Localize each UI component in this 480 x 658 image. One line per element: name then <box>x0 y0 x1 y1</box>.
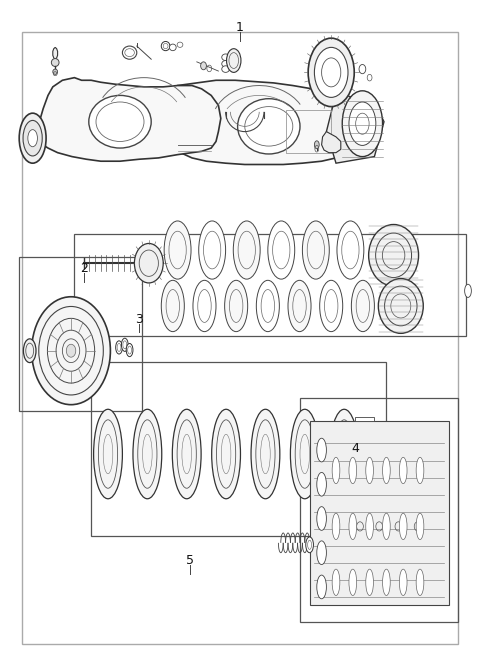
Ellipse shape <box>306 537 313 553</box>
Ellipse shape <box>332 569 340 595</box>
Ellipse shape <box>314 141 319 149</box>
Ellipse shape <box>416 457 424 484</box>
Bar <box>300 398 458 622</box>
Ellipse shape <box>19 113 46 163</box>
Ellipse shape <box>201 62 206 70</box>
Bar <box>286 110 331 153</box>
Ellipse shape <box>332 457 340 484</box>
Ellipse shape <box>199 221 226 279</box>
Ellipse shape <box>349 569 357 595</box>
Ellipse shape <box>337 221 364 279</box>
Ellipse shape <box>222 54 229 61</box>
Ellipse shape <box>256 280 279 332</box>
Ellipse shape <box>161 41 170 51</box>
Ellipse shape <box>317 541 326 565</box>
Ellipse shape <box>308 38 354 107</box>
Polygon shape <box>326 93 384 163</box>
Ellipse shape <box>416 569 424 595</box>
Ellipse shape <box>222 66 229 72</box>
Ellipse shape <box>126 343 133 357</box>
Ellipse shape <box>32 297 110 405</box>
Ellipse shape <box>317 438 326 462</box>
Ellipse shape <box>359 64 366 74</box>
Text: 5: 5 <box>186 554 193 567</box>
Ellipse shape <box>366 569 373 595</box>
Bar <box>91 362 386 536</box>
Ellipse shape <box>416 513 424 540</box>
Ellipse shape <box>378 278 423 334</box>
Bar <box>355 417 374 421</box>
Polygon shape <box>34 78 221 161</box>
Ellipse shape <box>320 280 343 332</box>
Ellipse shape <box>28 130 37 147</box>
Ellipse shape <box>227 49 241 72</box>
Ellipse shape <box>193 280 216 332</box>
Ellipse shape <box>89 95 151 148</box>
Ellipse shape <box>169 44 176 51</box>
Ellipse shape <box>330 409 359 499</box>
Ellipse shape <box>212 409 240 499</box>
Ellipse shape <box>172 409 201 499</box>
Ellipse shape <box>383 513 390 540</box>
Ellipse shape <box>268 221 295 279</box>
Ellipse shape <box>251 409 280 499</box>
Ellipse shape <box>288 280 311 332</box>
Ellipse shape <box>366 513 373 540</box>
Ellipse shape <box>349 102 376 145</box>
Ellipse shape <box>399 569 407 595</box>
Ellipse shape <box>383 457 390 484</box>
Ellipse shape <box>383 569 390 595</box>
Ellipse shape <box>161 280 184 332</box>
Ellipse shape <box>399 513 407 540</box>
Ellipse shape <box>233 221 260 279</box>
Ellipse shape <box>302 221 329 279</box>
Polygon shape <box>173 80 362 164</box>
Ellipse shape <box>349 513 357 540</box>
Ellipse shape <box>23 120 42 156</box>
Ellipse shape <box>317 507 326 530</box>
Polygon shape <box>53 47 58 59</box>
Ellipse shape <box>317 472 326 496</box>
Ellipse shape <box>24 339 36 363</box>
Ellipse shape <box>317 575 326 599</box>
Ellipse shape <box>122 46 137 59</box>
Ellipse shape <box>53 69 58 74</box>
Bar <box>19 257 142 411</box>
Ellipse shape <box>332 513 340 540</box>
Ellipse shape <box>369 224 419 286</box>
Ellipse shape <box>94 409 122 499</box>
Ellipse shape <box>351 280 374 332</box>
Text: 3: 3 <box>135 313 143 326</box>
Ellipse shape <box>164 221 191 279</box>
Ellipse shape <box>366 457 373 484</box>
Ellipse shape <box>465 284 471 297</box>
Ellipse shape <box>133 409 162 499</box>
Ellipse shape <box>116 341 122 354</box>
Ellipse shape <box>399 457 407 484</box>
Text: 2: 2 <box>80 262 88 275</box>
Bar <box>74 234 466 336</box>
Ellipse shape <box>225 280 248 332</box>
Ellipse shape <box>134 243 163 283</box>
Ellipse shape <box>238 99 300 154</box>
Ellipse shape <box>66 344 76 357</box>
Text: 4: 4 <box>351 442 359 455</box>
Ellipse shape <box>314 47 348 97</box>
Bar <box>310 421 449 605</box>
Ellipse shape <box>121 338 128 351</box>
Ellipse shape <box>290 409 319 499</box>
Polygon shape <box>322 132 341 153</box>
Ellipse shape <box>222 61 229 67</box>
Ellipse shape <box>342 91 383 157</box>
Ellipse shape <box>349 457 357 484</box>
Text: 1: 1 <box>236 21 244 34</box>
Ellipse shape <box>51 59 59 66</box>
